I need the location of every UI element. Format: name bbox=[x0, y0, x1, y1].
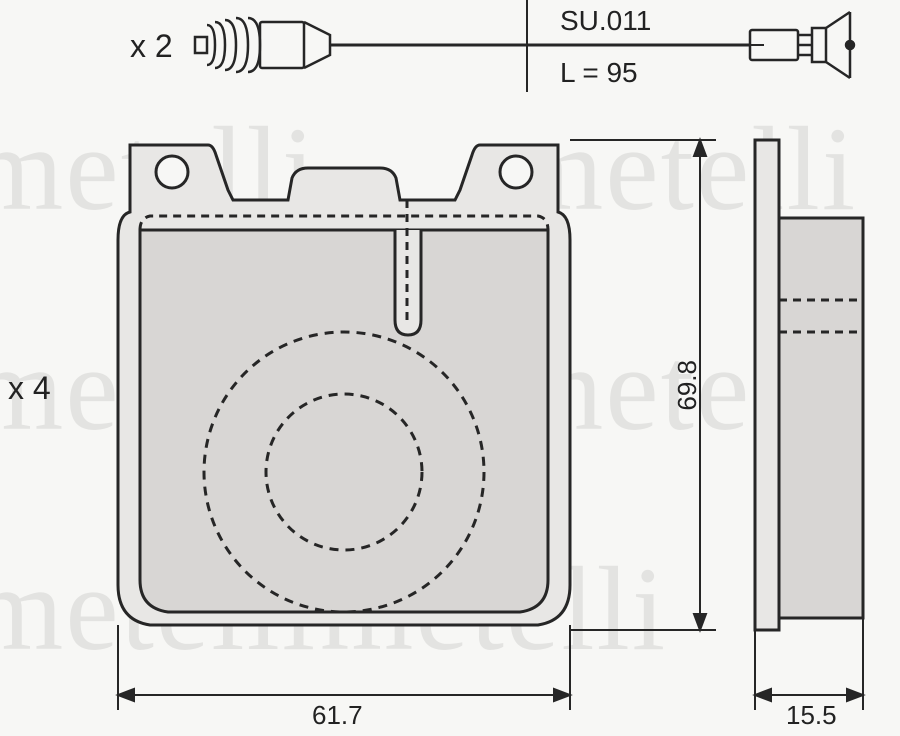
pad-qty-label: x 4 bbox=[8, 370, 51, 407]
pad-width-dim: 61.7 bbox=[312, 700, 363, 731]
brake-pad-front bbox=[118, 145, 570, 625]
pad-height-dim: 69.8 bbox=[672, 360, 703, 411]
sensor-label-divider bbox=[528, 44, 764, 46]
brake-pad-side bbox=[755, 140, 863, 630]
sensor-label-left-rule bbox=[526, 0, 528, 92]
pad-thickness-dim: 15.5 bbox=[786, 700, 837, 731]
sensor-part-number: SU.011 bbox=[560, 5, 651, 37]
technical-drawing bbox=[0, 0, 900, 736]
sensor-length-label: L = 95 bbox=[560, 57, 638, 89]
sensor-qty-label: x 2 bbox=[130, 28, 173, 65]
